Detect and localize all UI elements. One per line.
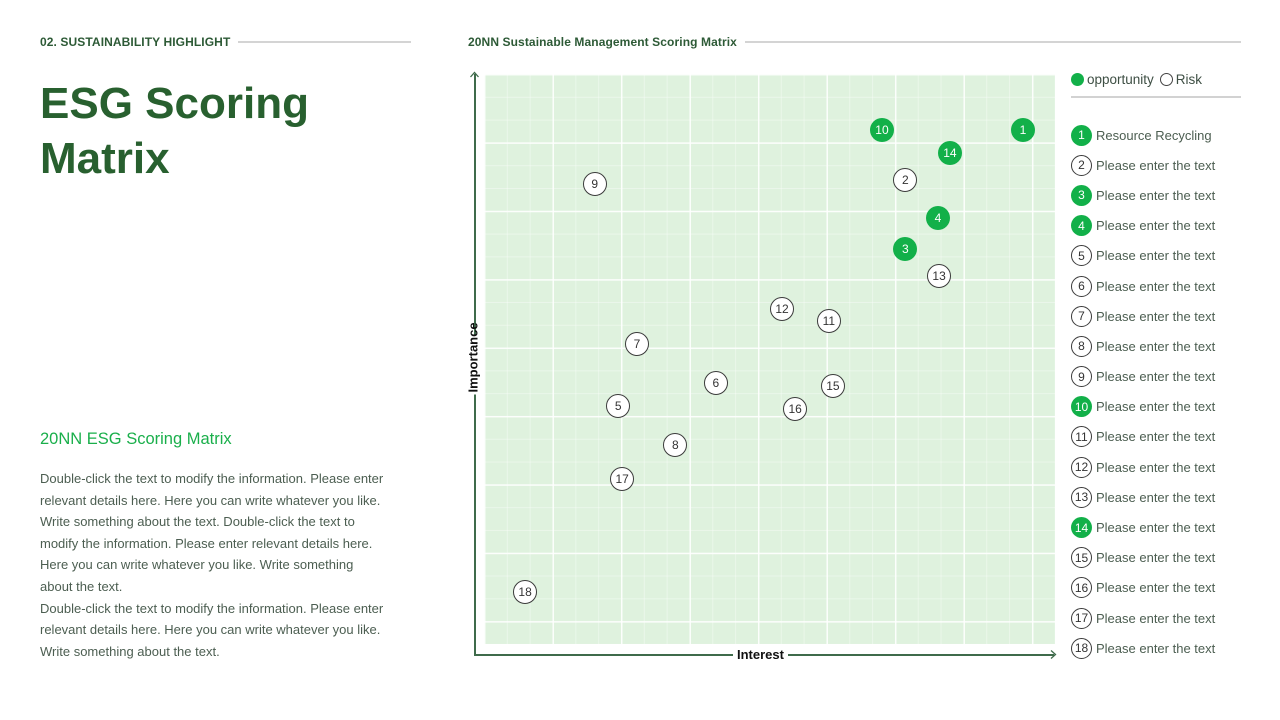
page-title: ESG Scoring Matrix [40, 76, 370, 186]
legend-number-badge: 2 [1071, 154, 1092, 176]
legend-item-text[interactable]: Please enter the text [1096, 429, 1216, 445]
chart-title: 20NN Sustainable Management Scoring Matr… [468, 35, 737, 49]
legend-item: 16 Please enter the text [1071, 573, 1261, 603]
legend-item-text[interactable]: Please enter the text [1096, 338, 1216, 354]
data-point: 17 [610, 467, 635, 492]
legend-item: 9 Please enter the text [1071, 362, 1261, 392]
legend-item-text[interactable]: Please enter the text [1096, 308, 1216, 324]
data-point: 1 [1011, 117, 1036, 142]
data-point: 2 [893, 168, 918, 193]
data-point: 11 [816, 308, 841, 333]
legend-number-badge: 14 [1071, 517, 1092, 539]
opportunity-dot-icon [1071, 73, 1084, 86]
data-point: 16 [783, 397, 808, 422]
page-title-line1: ESG Scoring [40, 79, 309, 128]
data-point: 5 [606, 393, 631, 418]
legend-number-badge: 11 [1071, 426, 1092, 448]
legend-item: 11 Please enter the text [1071, 422, 1261, 452]
legend-item: 15 Please enter the text [1071, 543, 1261, 573]
data-point: 14 [937, 141, 962, 166]
legend-item: 5 Please enter the text [1071, 241, 1261, 271]
body-text: Double-click the text to modify the info… [40, 468, 385, 662]
legend-number-badge: 9 [1071, 366, 1092, 388]
legend-item: 6 Please enter the text [1071, 271, 1261, 301]
data-point: 3 [893, 236, 918, 261]
legend-divider [1071, 96, 1241, 98]
data-point: 18 [513, 580, 538, 605]
chart-header: 20NN Sustainable Management Scoring Matr… [468, 35, 1241, 49]
x-axis-label: Interest [733, 647, 788, 662]
legend-item-text[interactable]: Please enter the text [1096, 640, 1216, 656]
legend-number-badge: 18 [1071, 637, 1092, 659]
legend-risk-label: Risk [1175, 72, 1203, 87]
legend-item-text[interactable]: Please enter the text [1096, 399, 1216, 415]
legend-item-text[interactable]: Please enter the text [1096, 369, 1216, 385]
legend-item: 14 Please enter the text [1071, 512, 1261, 542]
page-title-line2: Matrix [40, 134, 170, 183]
legend-item-text[interactable]: Please enter the text [1096, 580, 1216, 596]
legend-item-text[interactable]: Please enter the text [1096, 610, 1216, 626]
legend-number-badge: 13 [1071, 486, 1092, 508]
legend-number-badge: 6 [1071, 275, 1092, 297]
legend-item-text[interactable]: Please enter the text [1096, 489, 1216, 505]
data-point: 15 [820, 373, 845, 398]
data-point: 8 [663, 433, 688, 458]
data-point: 12 [770, 296, 795, 321]
data-point: 10 [869, 117, 894, 142]
legend-number-badge: 12 [1071, 456, 1092, 478]
legend-item: 1 Resource Recycling [1071, 120, 1261, 150]
section-label: 02. SUSTAINABILITY HIGHLIGHT [40, 35, 231, 49]
legend-number-badge: 17 [1071, 607, 1092, 629]
legend-number-badge: 10 [1071, 396, 1092, 418]
matrix-plot-area: 1 3 4 10 14 2 5 6 7 8 9 11 12 13 15 16 17 18 [484, 74, 1055, 644]
legend-number-badge: 8 [1071, 335, 1092, 357]
legend-number-badge: 5 [1071, 245, 1092, 267]
legend-item: 17 Please enter the text [1071, 603, 1261, 633]
legend-item: 18 Please enter the text [1071, 633, 1261, 663]
legend-number-badge: 1 [1071, 124, 1092, 146]
legend-number-badge: 3 [1071, 184, 1092, 206]
legend-item: 13 Please enter the text [1071, 482, 1261, 512]
header-divider [744, 41, 1241, 43]
legend-item: 3 Please enter the text [1071, 180, 1261, 210]
legend-item: 7 Please enter the text [1071, 301, 1261, 331]
legend-item-text[interactable]: Please enter the text [1096, 248, 1216, 264]
risk-dot-icon [1159, 73, 1173, 86]
data-point: 7 [625, 332, 650, 357]
legend-item-text[interactable]: Resource Recycling [1096, 127, 1212, 143]
legend-opportunity-label: opportunity [1087, 72, 1154, 87]
y-axis-label: Importance [465, 322, 481, 395]
legend-number-badge: 7 [1071, 305, 1092, 327]
data-point: 9 [582, 172, 607, 196]
legend-item-text[interactable]: Please enter the text [1096, 187, 1216, 203]
legend-number-badge: 4 [1071, 215, 1092, 237]
legend-header: opportunity Risk [1071, 72, 1241, 87]
legend-item: 8 Please enter the text [1071, 331, 1261, 361]
data-point: 13 [927, 263, 952, 288]
legend-number-badge: 16 [1071, 577, 1092, 599]
legend-item-text[interactable]: Please enter the text [1096, 218, 1216, 234]
x-axis-arrow-icon [1050, 650, 1057, 659]
legend-item: 4 Please enter the text [1071, 211, 1261, 241]
legend-item: 10 Please enter the text [1071, 392, 1261, 422]
legend-item-text[interactable]: Please enter the text [1096, 550, 1216, 566]
data-point: 6 [703, 370, 728, 395]
data-point: 4 [925, 206, 950, 231]
legend-item: 12 Please enter the text [1071, 452, 1261, 482]
header-divider [238, 41, 411, 43]
body-paragraph-2: Double-click the text to modify the info… [40, 600, 384, 659]
y-axis-arrow-icon [470, 71, 479, 78]
body-paragraph-1: Double-click the text to modify the info… [40, 471, 384, 594]
legend-item: 2 Please enter the text [1071, 150, 1261, 180]
legend-item-text[interactable]: Please enter the text [1096, 157, 1216, 173]
legend-list: 1 Resource Recycling 2 Please enter the tex… [1071, 120, 1261, 663]
legend-number-badge: 15 [1071, 547, 1092, 569]
legend-item-text[interactable]: Please enter the text [1096, 520, 1216, 536]
sub-title: 20NN ESG Scoring Matrix [40, 430, 232, 448]
legend-item-text[interactable]: Please enter the text [1096, 459, 1216, 475]
section-header-left: 02. SUSTAINABILITY HIGHLIGHT [40, 35, 411, 49]
legend-item-text[interactable]: Please enter the text [1096, 278, 1216, 294]
